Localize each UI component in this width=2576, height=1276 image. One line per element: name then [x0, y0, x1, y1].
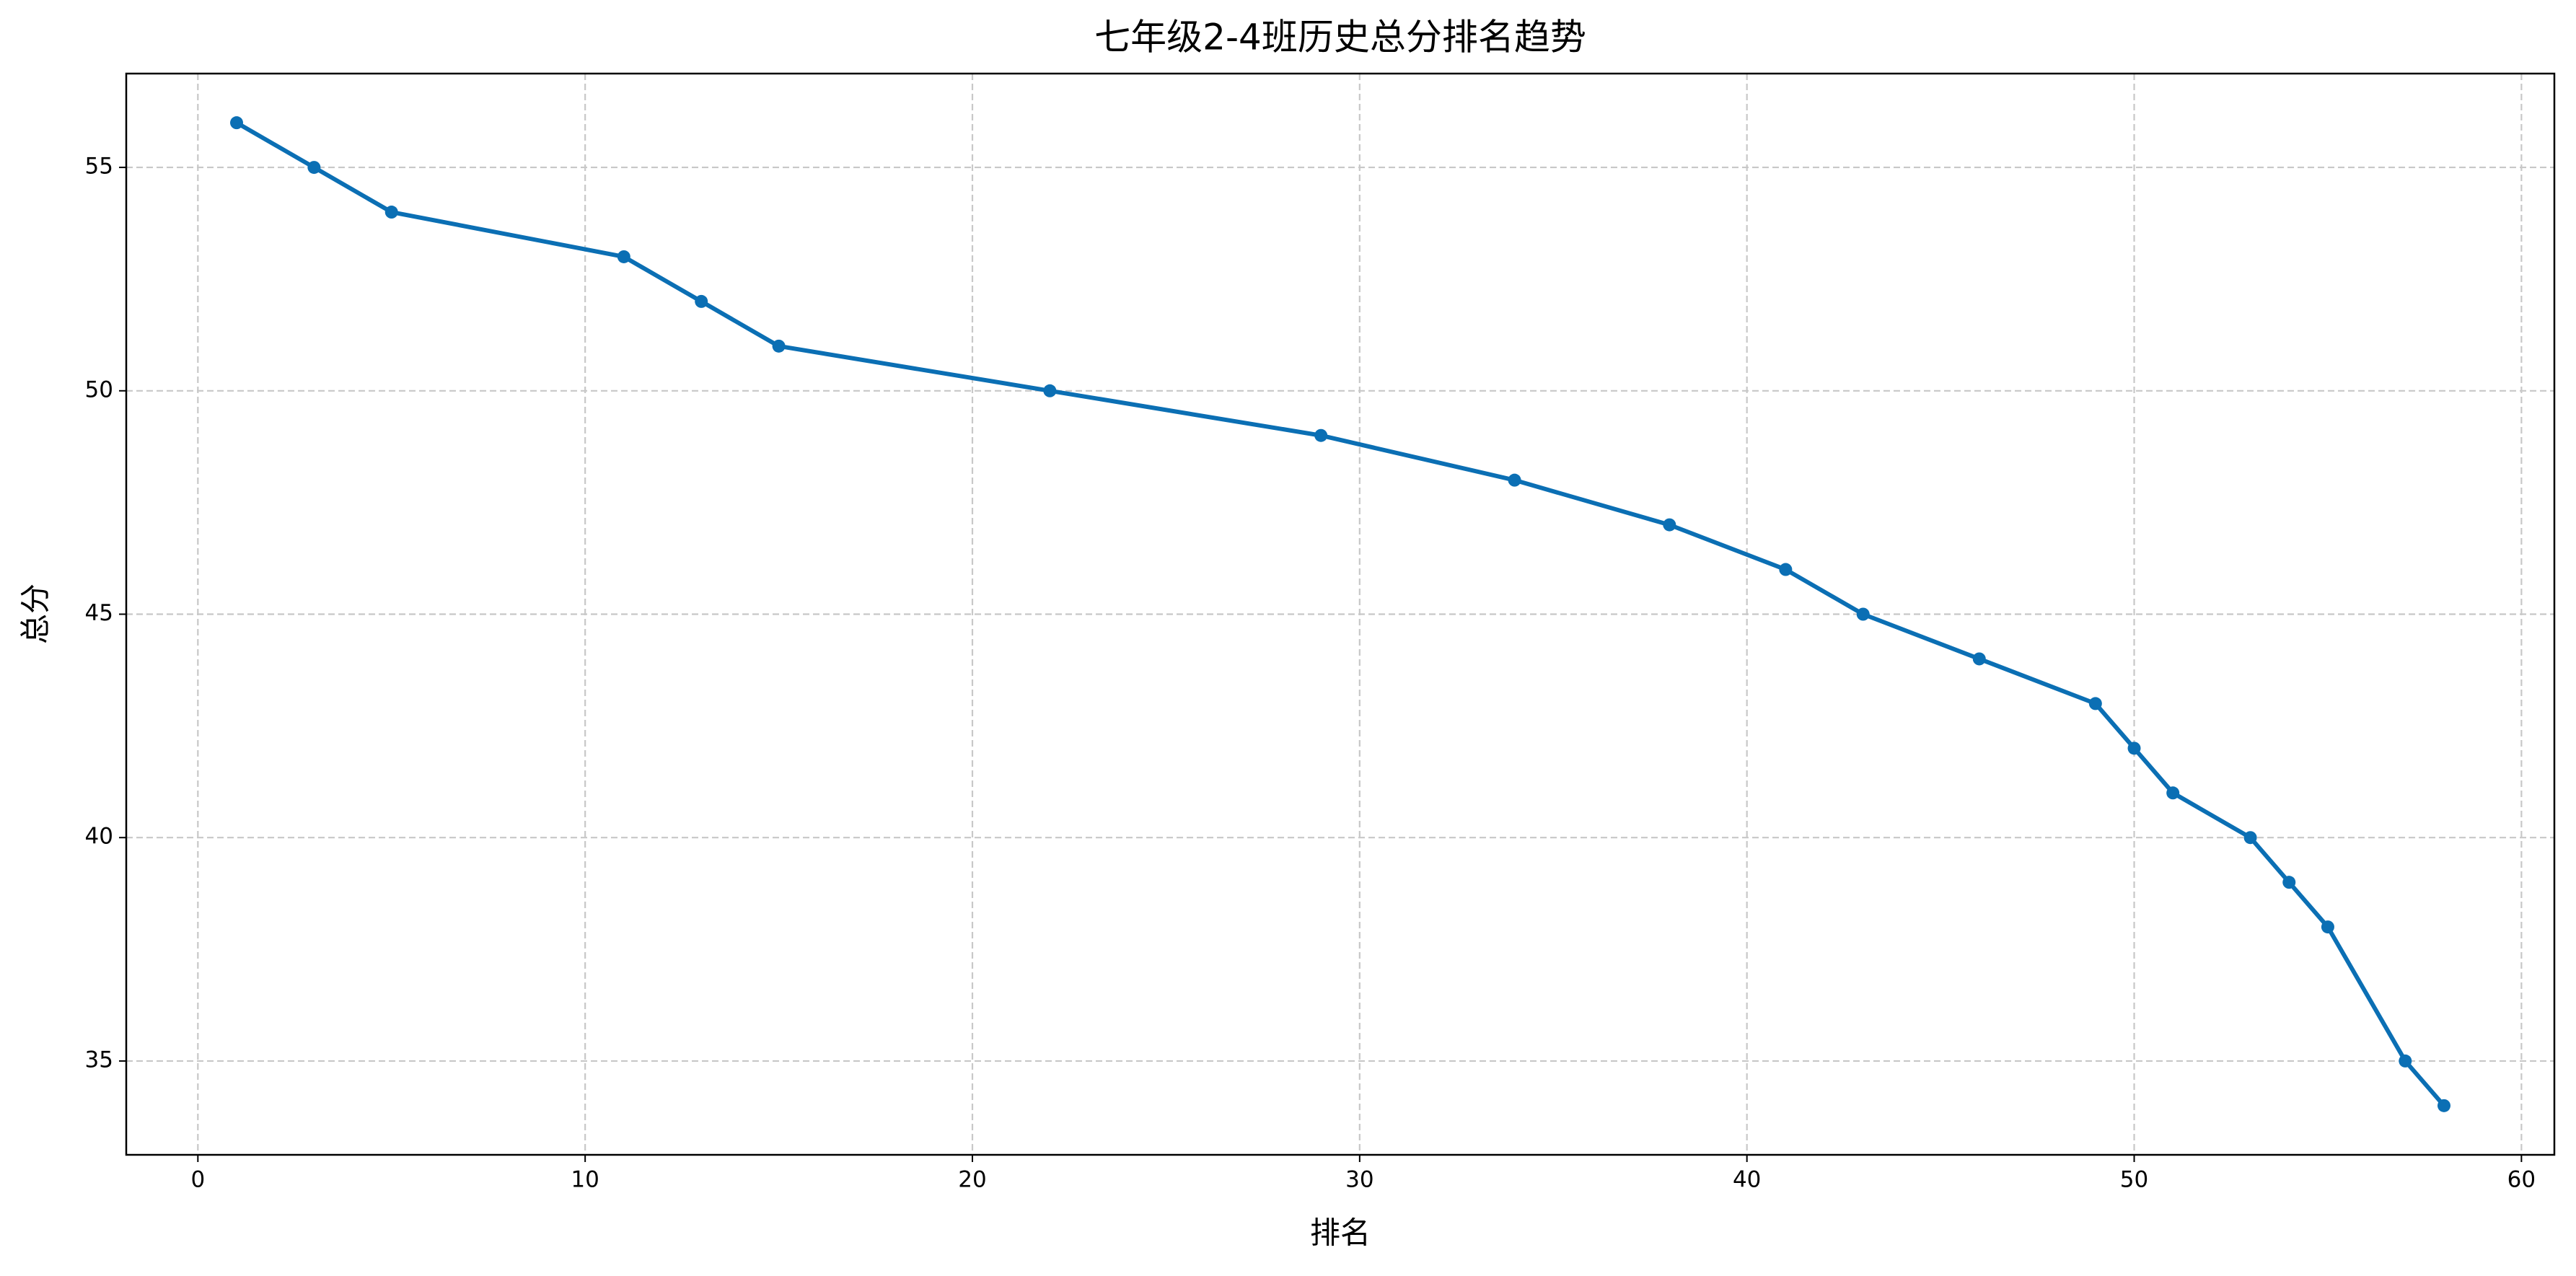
data-point [1779, 563, 1793, 576]
data-point [1856, 607, 1870, 621]
y-tick-label: 40 [85, 824, 113, 850]
y-tick-label: 50 [85, 377, 113, 402]
data-point [1972, 652, 1986, 666]
data-point [2166, 786, 2180, 800]
x-tick-label: 10 [571, 1167, 599, 1193]
x-tick-label: 50 [2120, 1167, 2148, 1193]
y-tick-label: 35 [85, 1047, 113, 1073]
data-point [2243, 831, 2257, 845]
data-point [2437, 1099, 2450, 1112]
data-point [384, 206, 398, 219]
x-tick-label: 30 [1345, 1167, 1373, 1193]
data-point [1508, 473, 1521, 487]
x-axis-label: 排名 [1310, 1215, 1371, 1251]
x-tick-label: 40 [1733, 1167, 1761, 1193]
y-tick-label: 45 [85, 600, 113, 626]
chart-title: 七年级2-4班历史总分排名趋势 [1094, 17, 1586, 58]
plot-frame [125, 72, 2556, 1156]
data-point [2282, 876, 2296, 889]
x-tick-label: 0 [190, 1167, 205, 1193]
y-axis-label: 总分 [18, 584, 53, 644]
data-point [772, 339, 786, 353]
data-point [230, 116, 243, 130]
data-point [2127, 742, 2141, 755]
data-point [2321, 920, 2334, 934]
data-point [695, 294, 708, 308]
x-tick-label: 60 [2507, 1167, 2536, 1193]
x-tick-label: 20 [958, 1167, 986, 1193]
y-tick-label: 55 [85, 154, 113, 180]
data-point [1043, 384, 1057, 397]
data-point [1663, 518, 1676, 532]
data-point [617, 250, 630, 263]
data-point [2088, 697, 2102, 710]
data-point [307, 161, 321, 175]
data-point [2399, 1054, 2412, 1068]
data-point [1314, 428, 1328, 442]
